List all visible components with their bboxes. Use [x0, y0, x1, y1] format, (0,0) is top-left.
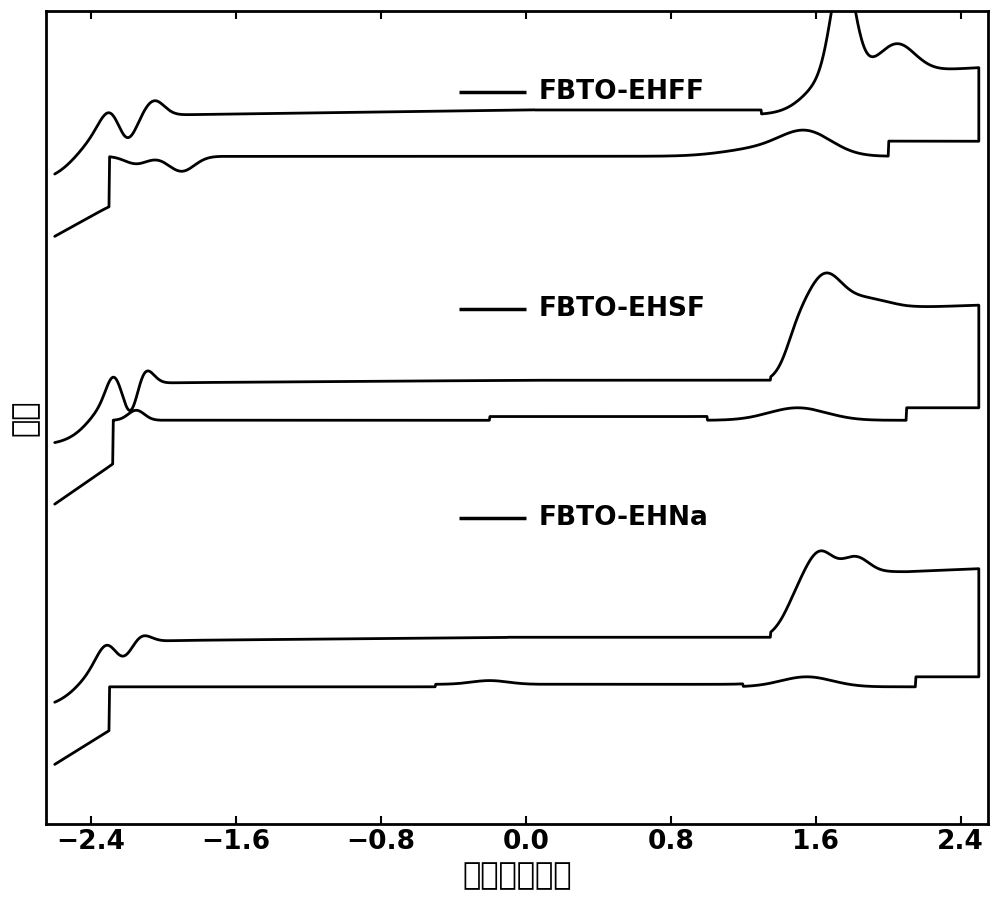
Y-axis label: 电流: 电流 — [11, 399, 40, 436]
X-axis label: 电压（伏特）: 电压（伏特） — [462, 860, 572, 890]
Text: FBTO-EHFF: FBTO-EHFF — [539, 79, 705, 105]
Text: FBTO-EHNa: FBTO-EHNa — [539, 505, 708, 531]
Text: FBTO-EHSF: FBTO-EHSF — [539, 296, 706, 322]
